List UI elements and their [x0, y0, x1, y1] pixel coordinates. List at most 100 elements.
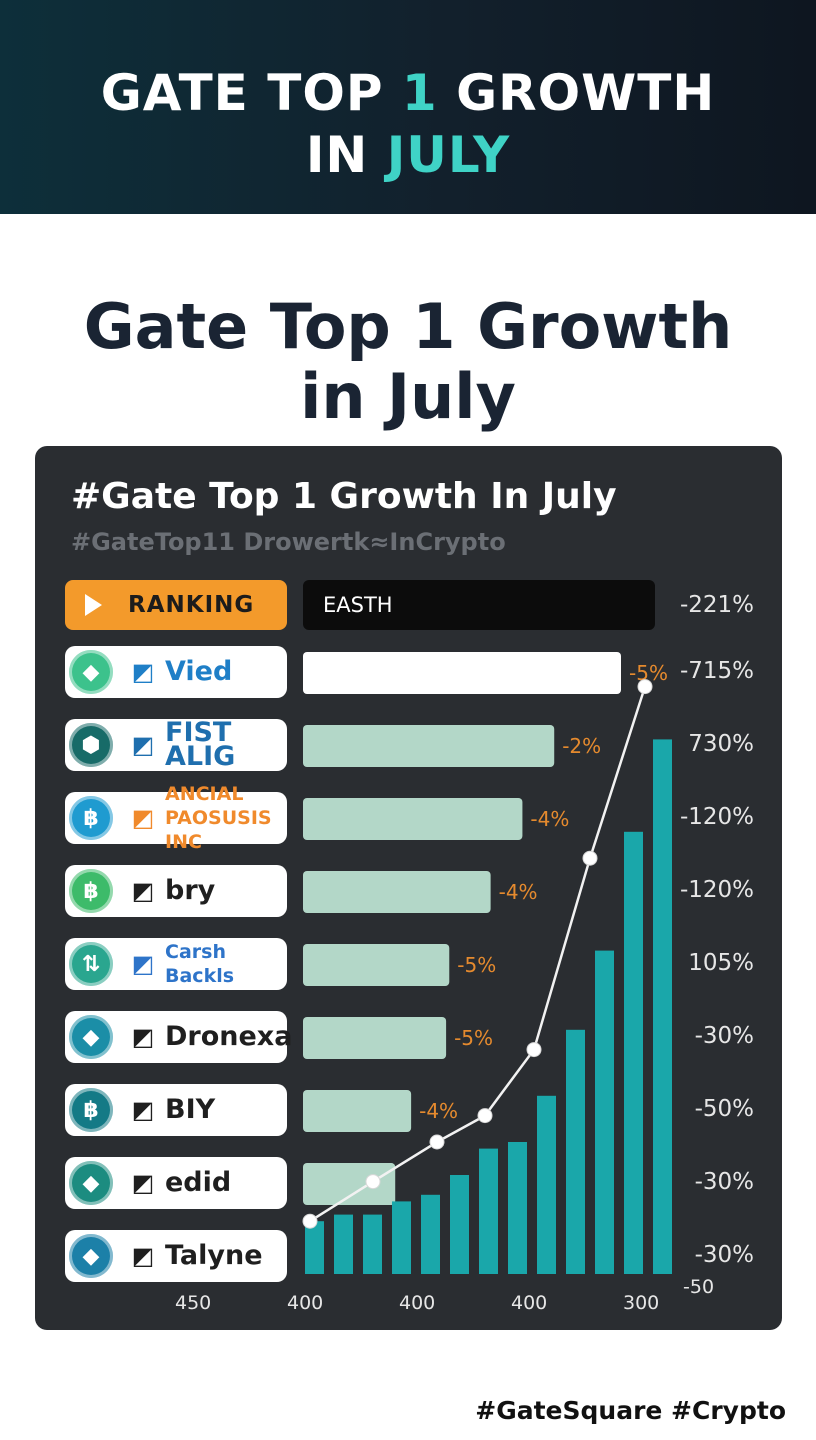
- brand-logo-icon: ◩: [131, 1023, 155, 1051]
- column-4: [421, 1194, 440, 1274]
- chart-svg: -5%-2%-4%-4%-5%-5%-4%: [302, 652, 672, 1274]
- play-icon: [85, 594, 102, 616]
- bar-5: [303, 1017, 447, 1059]
- rank-card: ◆ ◩ Dronexa: [65, 1011, 292, 1063]
- chart-title: #Gate Top 1 Growth In July: [71, 476, 617, 517]
- brand-name: BIY: [165, 1094, 216, 1125]
- brand-name: edid: [165, 1167, 232, 1198]
- brand-logo-icon: ◩: [131, 877, 155, 905]
- column-10: [595, 950, 614, 1274]
- column-5: [450, 1175, 469, 1274]
- bar-6: [303, 1090, 412, 1132]
- row-right-label: 730%: [688, 731, 754, 757]
- bar-0: [303, 652, 621, 694]
- x-tick-label: -50: [683, 1276, 715, 1298]
- brand-name: ANCIAL PAOSUSIS INC: [165, 783, 272, 853]
- growth-point-0: [302, 1213, 318, 1229]
- rank-card: ฿ ◩ bry: [65, 865, 287, 917]
- x-tick-label: 400: [511, 1292, 548, 1314]
- row-right-label: -30%: [694, 1242, 754, 1268]
- brand-logo-icon: ◩: [131, 731, 155, 759]
- bar-pct-label-4: -5%: [457, 953, 496, 977]
- x-tick-label: 400: [287, 1292, 324, 1314]
- rank-card: ⇅ ◩ Carsh Backls: [65, 938, 287, 990]
- brand-logo-icon: ◩: [131, 1169, 155, 1197]
- row-right-label: -715%: [679, 658, 754, 684]
- diamond-icon: ◆: [69, 1234, 113, 1278]
- diamond-icon: ◆: [69, 1015, 113, 1059]
- rank-card: ฿ ◩ BIY: [65, 1084, 287, 1136]
- ranking-label: RANKING: [128, 592, 255, 618]
- growth-point-3: [477, 1108, 493, 1124]
- bar-pct-label-5: -5%: [454, 1026, 493, 1050]
- bitcoin-icon: ฿: [69, 1088, 113, 1132]
- bar-2: [303, 798, 523, 840]
- bar-pct-label-2: -4%: [530, 807, 569, 831]
- brand-logo-icon: ◩: [131, 658, 155, 686]
- bar-1: [303, 725, 555, 767]
- x-tick-label: 450: [175, 1292, 212, 1314]
- row-right-label: -30%: [694, 1023, 754, 1049]
- chart-subtitle: #GateTop11 Drowertk≈InCrypto: [71, 528, 506, 556]
- x-tick-label: 300: [623, 1292, 660, 1314]
- brand-logo-icon: ◩: [131, 1242, 155, 1270]
- growth-point-6: [637, 679, 653, 695]
- bar-3: [303, 871, 491, 913]
- bitcoin-icon: ฿: [69, 869, 113, 913]
- ranking-header: RANKING: [65, 580, 287, 630]
- column-1: [334, 1214, 353, 1274]
- brand-logo-icon: ◩: [131, 950, 155, 978]
- growth-point-4: [526, 1042, 542, 1058]
- growth-point-5: [582, 850, 598, 866]
- rank-card: ⬢ ◩ FIST ALIG: [65, 719, 287, 771]
- rank-card: ◆ ◩ edid: [65, 1157, 287, 1209]
- column-8: [537, 1095, 556, 1274]
- bar-pct-label-6: -4%: [419, 1099, 458, 1123]
- rank-card: ◆ ◩ Talyne: [65, 1230, 287, 1282]
- brand-name: Carsh Backls: [165, 941, 235, 987]
- brand-name: bry: [165, 875, 216, 906]
- chart-panel: #Gate Top 1 Growth In July #GateTop11 Dr…: [35, 446, 782, 1330]
- brand-name: FIST ALIG: [165, 717, 236, 772]
- row-right-label: -50%: [694, 1096, 754, 1122]
- page-title: Gate Top 1 Growth in July: [0, 292, 816, 432]
- brand-logo-icon: ◩: [131, 804, 155, 832]
- banner-title: GATE TOP 1 GROWTH IN JULY: [100, 64, 716, 184]
- bar-pct-label-1: -2%: [562, 734, 601, 758]
- brand-name: Talyne: [165, 1240, 263, 1271]
- growth-point-2: [429, 1134, 445, 1150]
- hexagon-icon: ⬢: [69, 723, 113, 767]
- bar-4: [303, 944, 450, 986]
- brand-name: Dronexa: [165, 1021, 293, 1052]
- column-0: [305, 1221, 324, 1274]
- column-9: [566, 1029, 585, 1274]
- header-right-label: -221%: [679, 592, 754, 618]
- row-right-label: -120%: [679, 877, 754, 903]
- row-right-label: -30%: [694, 1169, 754, 1195]
- bar-pct-label-3: -4%: [499, 880, 538, 904]
- row-right-label: 105%: [688, 950, 754, 976]
- bar-7: [303, 1163, 396, 1205]
- column-6: [479, 1148, 498, 1274]
- column-2: [363, 1214, 382, 1274]
- diamond-icon: ◆: [69, 650, 113, 694]
- page-title-line2: in July: [300, 360, 516, 433]
- diamond-icon: ◆: [69, 1161, 113, 1205]
- header-bar-label: EASTH: [323, 593, 393, 617]
- column-3: [392, 1201, 411, 1274]
- brand-name: Vied: [165, 656, 233, 687]
- header-bar: EASTH: [303, 580, 655, 630]
- column-11: [624, 831, 643, 1274]
- arrows-icon: ⇅: [69, 942, 113, 986]
- brand-logo-icon: ◩: [131, 1096, 155, 1124]
- hashtags: #GateSquare #Crypto: [475, 1396, 786, 1425]
- rank-card: ◆ ◩ Vied: [65, 646, 287, 698]
- bitcoin-icon: ฿: [69, 796, 113, 840]
- growth-point-1: [365, 1174, 381, 1190]
- row-right-label: -120%: [679, 804, 754, 830]
- rank-card: ฿ ◩ ANCIAL PAOSUSIS INC: [65, 783, 287, 853]
- page-title-line1: Gate Top 1 Growth: [83, 290, 733, 363]
- x-tick-label: 400: [399, 1292, 436, 1314]
- header-banner: GATE TOP 1 GROWTH IN JULY: [0, 0, 816, 214]
- column-7: [508, 1142, 527, 1274]
